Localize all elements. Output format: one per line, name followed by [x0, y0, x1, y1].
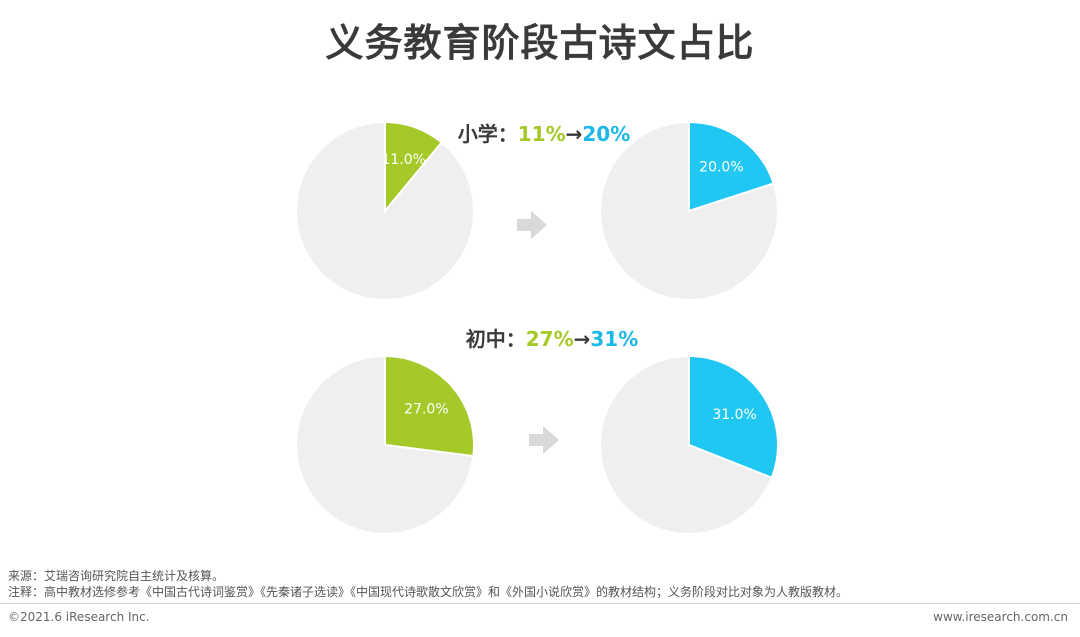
row-subtitle-primary: 小学：11%→20%	[344, 118, 744, 147]
pie-slice-label: 20.0%	[699, 159, 743, 175]
arrow-shape	[529, 426, 559, 454]
pie-slice-label: 27.0%	[404, 402, 448, 418]
pie-slice-label: 31.0%	[712, 407, 756, 423]
pie-chart-primary-after: 20.0%	[599, 120, 779, 301]
pie-chart-middle-after: 31.0%	[599, 354, 779, 535]
footer-divider	[0, 603, 1080, 604]
pie-slice-highlight	[384, 354, 475, 458]
row-arrow: →	[565, 122, 583, 146]
pie-slice-highlight	[688, 354, 779, 480]
footer-website: www.iresearch.com.cn	[933, 610, 1068, 624]
arrow-right-icon	[517, 211, 547, 239]
row-subtitle-middle: 初中：27%→31%	[352, 323, 752, 352]
footer-copyright: ©2021.6 iResearch Inc.	[8, 610, 150, 624]
row-label: 小学：	[457, 122, 518, 146]
pie-slice-label: 11.0%	[381, 152, 425, 168]
pie-chart-middle-before: 27.0%	[295, 354, 475, 535]
row-arrow: →	[573, 327, 591, 351]
row-to-value: 20%	[582, 122, 631, 146]
pie-slice-rest	[295, 120, 476, 301]
row-from-value: 11%	[517, 122, 566, 146]
arrow-right-icon	[529, 426, 559, 454]
row-label: 初中：	[465, 327, 526, 351]
row-to-value: 31%	[590, 327, 639, 351]
pie-slice-rest	[599, 120, 779, 301]
pie-slice-rest	[295, 354, 475, 535]
page-title: 义务教育阶段古诗文占比	[325, 21, 755, 65]
footer-note: 注释：高中教材选修参考《中国古代诗词鉴赏》《先秦诸子选读》《中国现代诗歌散文欣赏…	[8, 585, 849, 599]
row-from-value: 27%	[525, 327, 574, 351]
pie-slice-highlight	[688, 120, 775, 213]
pie-slice-rest	[599, 354, 774, 535]
pie-chart-primary-before: 11.0%	[295, 120, 476, 301]
arrow-shape	[517, 211, 547, 239]
footer-source: 来源：艾瑞咨询研究院自主统计及核算。	[8, 569, 225, 583]
